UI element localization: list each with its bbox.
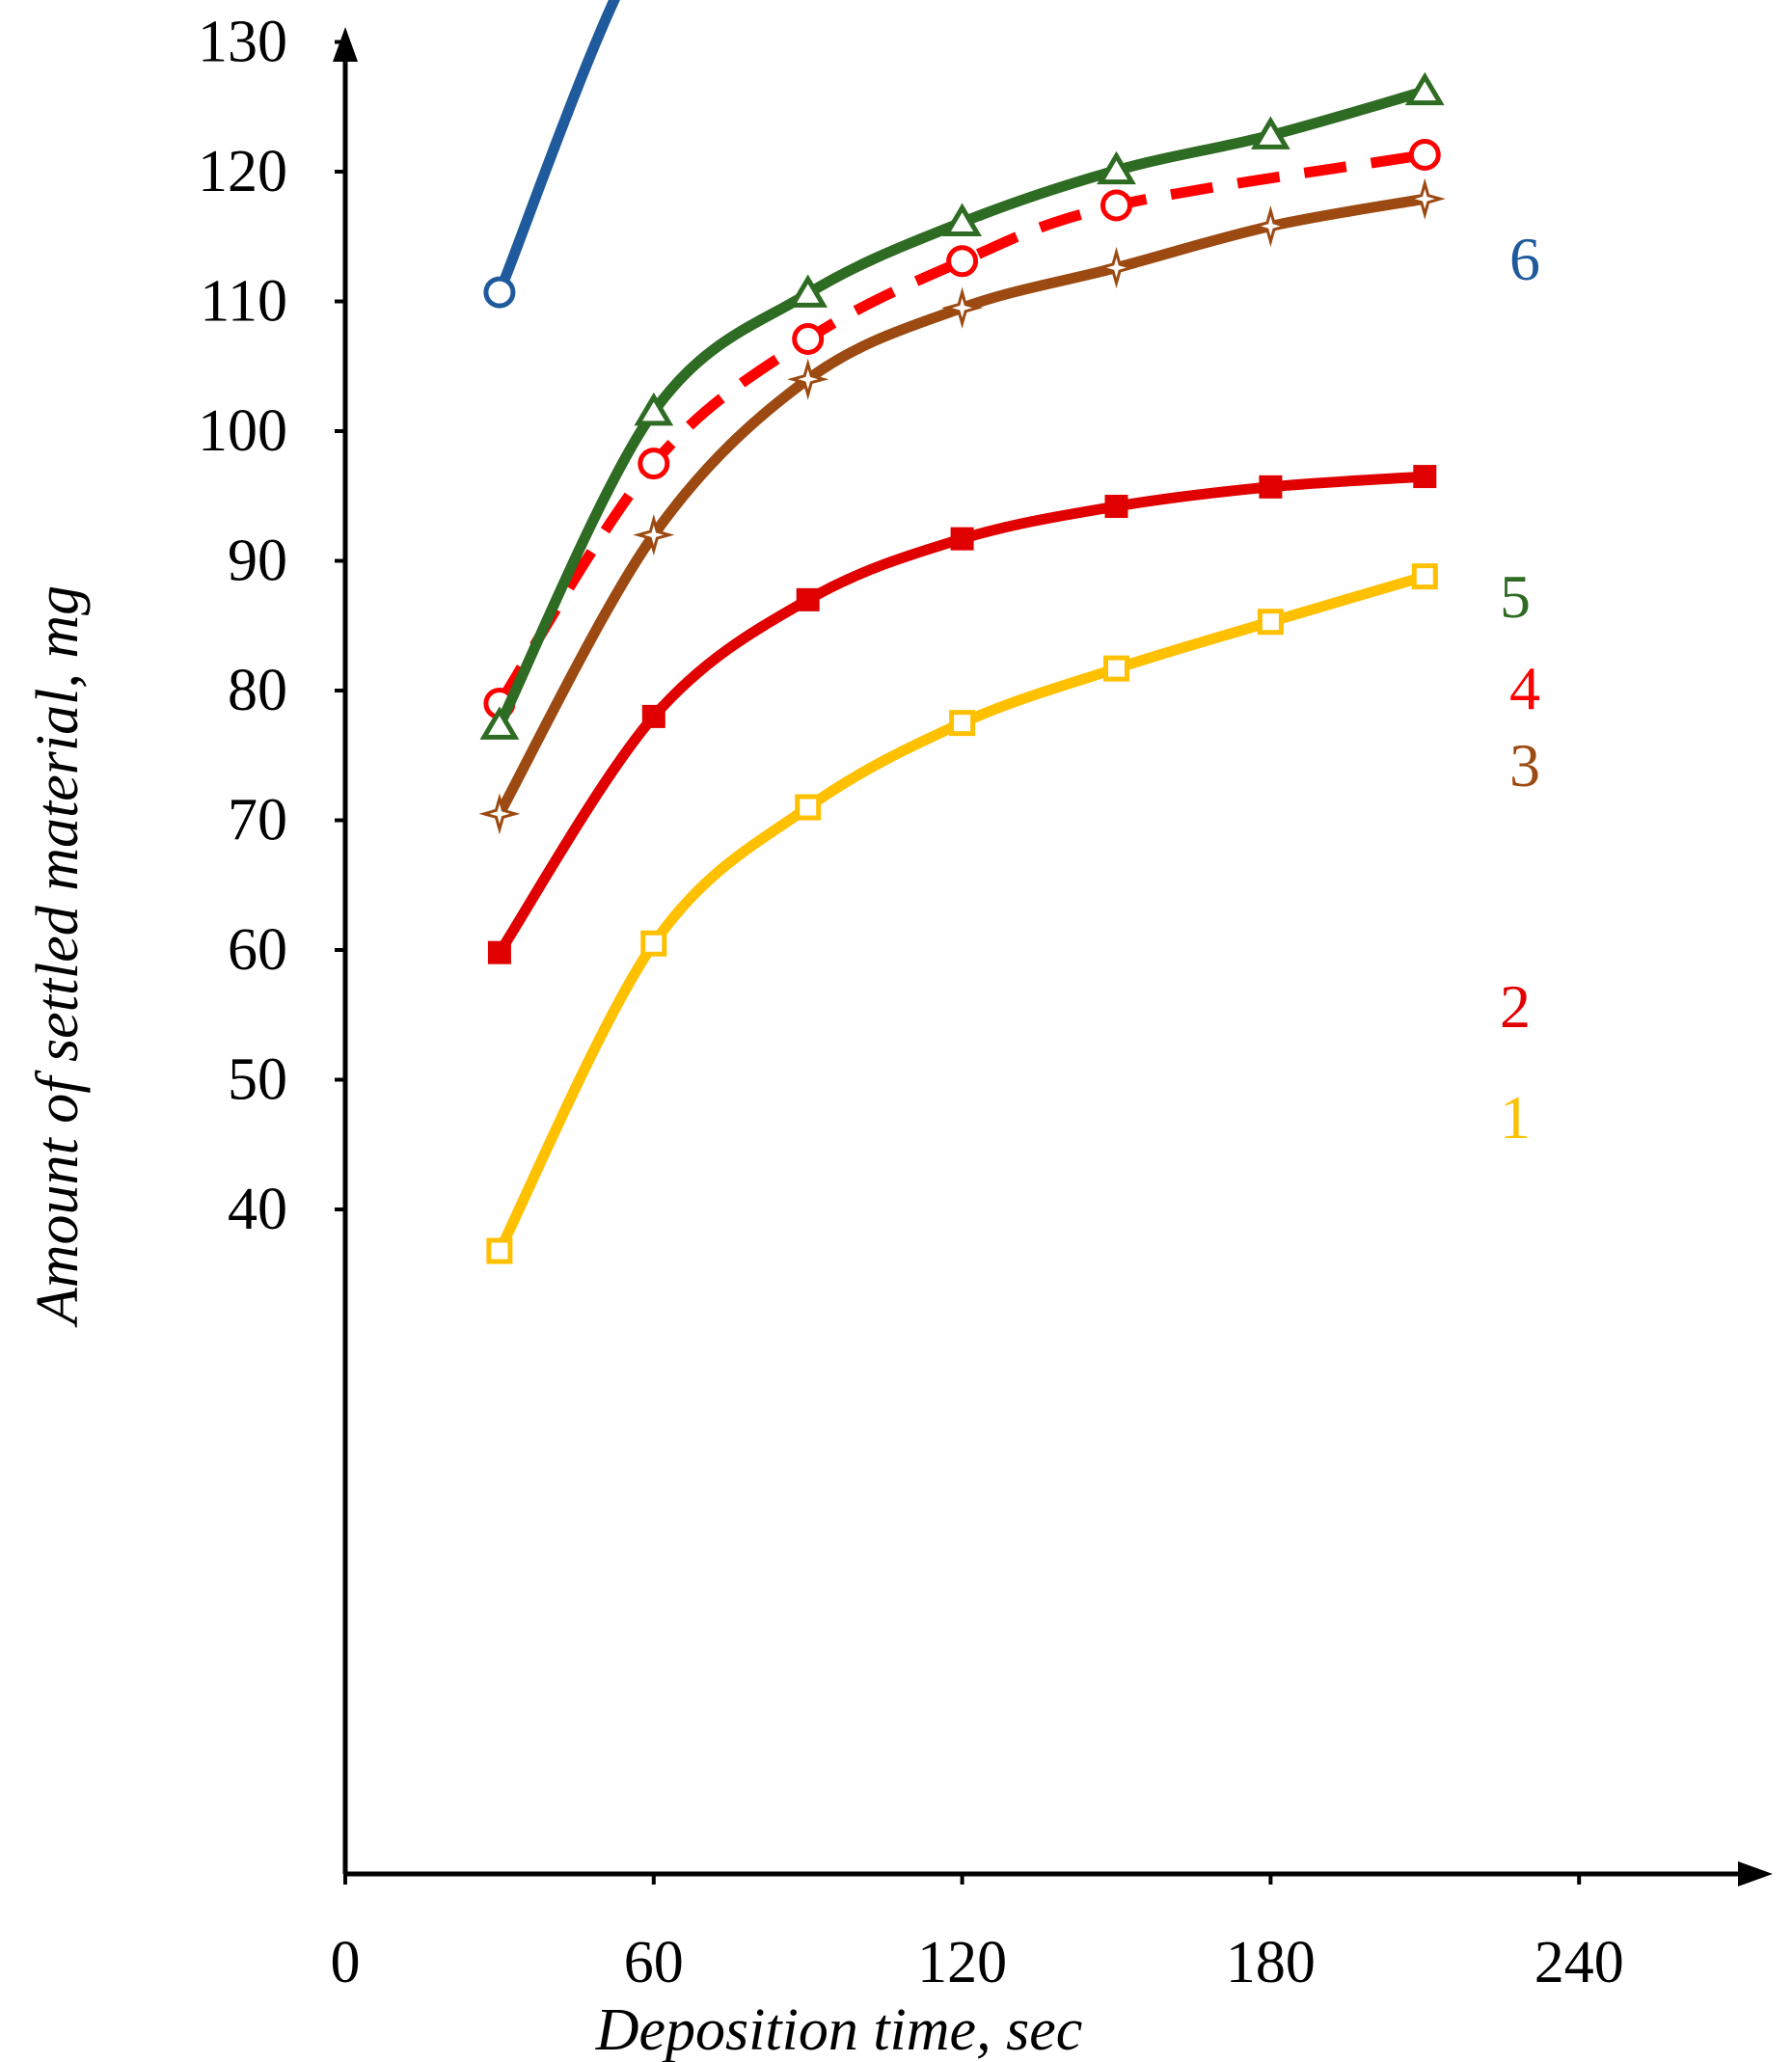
y-tick-label: 40 bbox=[228, 1177, 287, 1242]
y-tick-label: 50 bbox=[228, 1047, 287, 1113]
data-point-marker bbox=[1411, 563, 1438, 590]
data-point-marker bbox=[946, 245, 979, 278]
series-line-4 bbox=[495, 149, 1426, 707]
series-4 bbox=[483, 139, 1441, 719]
y-tick-label: 100 bbox=[198, 398, 287, 464]
series-label-3: 3 bbox=[1509, 731, 1540, 800]
data-point-marker bbox=[487, 940, 511, 964]
data-point-marker bbox=[1097, 150, 1136, 185]
data-point-marker bbox=[479, 706, 520, 740]
data-point-marker bbox=[1096, 246, 1137, 289]
data-point-marker bbox=[942, 203, 982, 236]
data-point-marker bbox=[792, 323, 825, 356]
series-label-4: 4 bbox=[1509, 654, 1540, 722]
x-axis-title: Deposition time, sec bbox=[595, 1997, 1083, 2062]
data-point-marker bbox=[941, 286, 984, 329]
series-6 bbox=[483, 0, 620, 309]
data-point-marker bbox=[787, 358, 829, 400]
data-point-marker bbox=[1408, 139, 1441, 172]
x-tick-label: 60 bbox=[624, 1930, 684, 1995]
series-label-6: 6 bbox=[1509, 225, 1540, 293]
data-point-marker bbox=[1249, 204, 1291, 248]
series-label-5: 5 bbox=[1500, 562, 1531, 631]
y-tick-label: 120 bbox=[198, 139, 287, 204]
series-5 bbox=[479, 71, 1445, 740]
y-tick-label: 70 bbox=[228, 788, 287, 854]
series-line-5 bbox=[494, 86, 1430, 731]
data-point-marker bbox=[1413, 465, 1437, 489]
data-point-marker bbox=[486, 1237, 513, 1264]
data-point-marker bbox=[795, 794, 822, 821]
y-tick-label: 60 bbox=[228, 917, 287, 983]
series-layer bbox=[478, 0, 1446, 1264]
y-tick-label: 110 bbox=[200, 269, 287, 335]
data-point-marker bbox=[1404, 71, 1445, 106]
series-line-1 bbox=[494, 571, 1430, 1257]
y-tick-label: 130 bbox=[198, 10, 287, 75]
data-point-marker bbox=[640, 930, 667, 957]
data-point-marker bbox=[1259, 475, 1283, 499]
data-point-marker bbox=[950, 527, 974, 551]
x-tick-label: 180 bbox=[1226, 1930, 1316, 1995]
data-point-marker bbox=[949, 710, 976, 737]
data-point-marker bbox=[638, 448, 670, 480]
x-tick-label: 0 bbox=[331, 1930, 361, 1995]
y-axis-arrow bbox=[333, 27, 358, 62]
series-line-6 bbox=[494, 0, 620, 298]
data-point-marker bbox=[1103, 655, 1129, 682]
data-point-marker bbox=[633, 514, 675, 556]
x-tick-label: 240 bbox=[1534, 1930, 1624, 1995]
series-label-2: 2 bbox=[1500, 972, 1531, 1041]
data-point-marker bbox=[788, 274, 828, 308]
data-point-marker bbox=[478, 793, 521, 835]
data-point-marker bbox=[1257, 609, 1284, 636]
series-label-1: 1 bbox=[1500, 1083, 1531, 1152]
x-tick-label: 120 bbox=[917, 1930, 1007, 1995]
data-point-marker bbox=[1251, 116, 1290, 149]
series-3 bbox=[478, 177, 1446, 835]
data-point-marker bbox=[1104, 495, 1128, 519]
y-axis-title: Amount of settled material, mg bbox=[25, 585, 91, 1328]
data-point-marker bbox=[641, 704, 665, 728]
data-point-marker bbox=[796, 587, 820, 611]
axes: 4050607080901001101201301401501600601201… bbox=[198, 10, 1773, 1995]
data-point-marker bbox=[634, 392, 674, 426]
data-point-marker bbox=[483, 276, 516, 309]
data-point-marker bbox=[1100, 189, 1132, 222]
y-tick-label: 80 bbox=[228, 658, 287, 723]
y-tick-label: 90 bbox=[228, 529, 287, 594]
data-point-marker bbox=[1403, 177, 1446, 220]
series-2 bbox=[487, 465, 1437, 964]
series-1 bbox=[486, 563, 1438, 1264]
labels-layer: 1 2 3 4 5 6 bbox=[1500, 225, 1540, 1152]
x-axis-arrow bbox=[1738, 1861, 1773, 1886]
